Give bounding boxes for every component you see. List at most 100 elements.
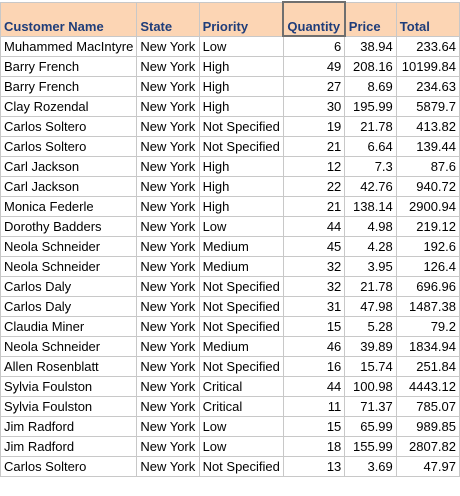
cell-total[interactable]: 413.82 bbox=[395, 116, 460, 137]
cell-quantity[interactable]: 15 bbox=[282, 316, 346, 337]
cell-total[interactable]: 79.2 bbox=[395, 316, 460, 337]
cell-customer-name[interactable]: Neola Schneider bbox=[0, 256, 138, 277]
cell-state[interactable]: New York bbox=[136, 176, 200, 197]
cell-state[interactable]: New York bbox=[136, 196, 200, 217]
cell-total[interactable]: 5879.7 bbox=[395, 96, 460, 117]
cell-priority[interactable]: Low bbox=[198, 416, 284, 437]
header-cell-state[interactable]: State bbox=[136, 1, 200, 37]
cell-state[interactable]: New York bbox=[136, 276, 200, 297]
cell-quantity[interactable]: 44 bbox=[282, 376, 346, 397]
cell-price[interactable]: 47.98 bbox=[344, 296, 397, 317]
cell-price[interactable]: 6.64 bbox=[344, 136, 397, 157]
cell-priority[interactable]: Low bbox=[198, 436, 284, 457]
cell-customer-name[interactable]: Barry French bbox=[0, 56, 138, 77]
cell-customer-name[interactable]: Sylvia Foulston bbox=[0, 376, 138, 397]
cell-total[interactable]: 2807.82 bbox=[395, 436, 460, 457]
cell-priority[interactable]: Not Specified bbox=[198, 136, 284, 157]
cell-customer-name[interactable]: Neola Schneider bbox=[0, 336, 138, 357]
cell-state[interactable]: New York bbox=[136, 456, 200, 477]
cell-priority[interactable]: Not Specified bbox=[198, 456, 284, 477]
cell-quantity[interactable]: 31 bbox=[282, 296, 346, 317]
cell-total[interactable]: 4443.12 bbox=[395, 376, 460, 397]
cell-state[interactable]: New York bbox=[136, 116, 200, 137]
cell-total[interactable]: 989.85 bbox=[395, 416, 460, 437]
cell-priority[interactable]: High bbox=[198, 156, 284, 177]
cell-priority[interactable]: Medium bbox=[198, 336, 284, 357]
cell-total[interactable]: 785.07 bbox=[395, 396, 460, 417]
cell-quantity[interactable]: 21 bbox=[282, 196, 346, 217]
cell-total[interactable]: 1834.94 bbox=[395, 336, 460, 357]
cell-price[interactable]: 3.69 bbox=[344, 456, 397, 477]
cell-total[interactable]: 2900.94 bbox=[395, 196, 460, 217]
cell-total[interactable]: 251.84 bbox=[395, 356, 460, 377]
cell-price[interactable]: 21.78 bbox=[344, 116, 397, 137]
cell-price[interactable]: 15.74 bbox=[344, 356, 397, 377]
cell-priority[interactable]: High bbox=[198, 176, 284, 197]
cell-price[interactable]: 5.28 bbox=[344, 316, 397, 337]
cell-price[interactable]: 100.98 bbox=[344, 376, 397, 397]
cell-priority[interactable]: Not Specified bbox=[198, 296, 284, 317]
cell-price[interactable]: 65.99 bbox=[344, 416, 397, 437]
cell-quantity[interactable]: 32 bbox=[282, 256, 346, 277]
cell-customer-name[interactable]: Carlos Daly bbox=[0, 296, 138, 317]
cell-priority[interactable]: Not Specified bbox=[198, 356, 284, 377]
cell-state[interactable]: New York bbox=[136, 56, 200, 77]
cell-state[interactable]: New York bbox=[136, 236, 200, 257]
cell-customer-name[interactable]: Barry French bbox=[0, 76, 138, 97]
cell-state[interactable]: New York bbox=[136, 35, 200, 57]
cell-quantity[interactable]: 16 bbox=[282, 356, 346, 377]
cell-customer-name[interactable]: Jim Radford bbox=[0, 436, 138, 457]
cell-customer-name[interactable]: Clay Rozendal bbox=[0, 96, 138, 117]
cell-quantity[interactable]: 30 bbox=[282, 96, 346, 117]
cell-quantity[interactable]: 12 bbox=[282, 156, 346, 177]
cell-state[interactable]: New York bbox=[136, 156, 200, 177]
cell-quantity[interactable]: 18 bbox=[282, 436, 346, 457]
cell-price[interactable]: 208.16 bbox=[344, 56, 397, 77]
cell-total[interactable]: 233.64 bbox=[395, 35, 460, 57]
cell-quantity[interactable]: 22 bbox=[282, 176, 346, 197]
cell-quantity[interactable]: 27 bbox=[282, 76, 346, 97]
cell-customer-name[interactable]: Carl Jackson bbox=[0, 176, 138, 197]
cell-price[interactable]: 138.14 bbox=[344, 196, 397, 217]
cell-customer-name[interactable]: Allen Rosenblatt bbox=[0, 356, 138, 377]
cell-price[interactable]: 4.28 bbox=[344, 236, 397, 257]
cell-total[interactable]: 126.4 bbox=[395, 256, 460, 277]
cell-price[interactable]: 39.89 bbox=[344, 336, 397, 357]
cell-priority[interactable]: High bbox=[198, 96, 284, 117]
cell-priority[interactable]: High bbox=[198, 196, 284, 217]
cell-customer-name[interactable]: Sylvia Foulston bbox=[0, 396, 138, 417]
cell-total[interactable]: 47.97 bbox=[395, 456, 460, 477]
cell-total[interactable]: 87.6 bbox=[395, 156, 460, 177]
cell-priority[interactable]: Not Specified bbox=[198, 276, 284, 297]
cell-quantity[interactable]: 49 bbox=[282, 56, 346, 77]
cell-total[interactable]: 139.44 bbox=[395, 136, 460, 157]
cell-customer-name[interactable]: Claudia Miner bbox=[0, 316, 138, 337]
cell-priority[interactable]: Medium bbox=[198, 256, 284, 277]
cell-customer-name[interactable]: Carl Jackson bbox=[0, 156, 138, 177]
cell-priority[interactable]: High bbox=[198, 76, 284, 97]
cell-priority[interactable]: Not Specified bbox=[198, 116, 284, 137]
cell-total[interactable]: 940.72 bbox=[395, 176, 460, 197]
cell-price[interactable]: 3.95 bbox=[344, 256, 397, 277]
cell-customer-name[interactable]: Dorothy Badders bbox=[0, 216, 138, 237]
cell-total[interactable]: 234.63 bbox=[395, 76, 460, 97]
cell-state[interactable]: New York bbox=[136, 356, 200, 377]
cell-quantity[interactable]: 46 bbox=[282, 336, 346, 357]
cell-price[interactable]: 4.98 bbox=[344, 216, 397, 237]
cell-state[interactable]: New York bbox=[136, 136, 200, 157]
header-cell-customer-name[interactable]: Customer Name bbox=[0, 1, 138, 37]
cell-priority[interactable]: Low bbox=[198, 35, 284, 57]
cell-priority[interactable]: Not Specified bbox=[198, 316, 284, 337]
cell-price[interactable]: 195.99 bbox=[344, 96, 397, 117]
cell-price[interactable]: 42.76 bbox=[344, 176, 397, 197]
cell-customer-name[interactable]: Monica Federle bbox=[0, 196, 138, 217]
cell-state[interactable]: New York bbox=[136, 296, 200, 317]
cell-state[interactable]: New York bbox=[136, 256, 200, 277]
cell-total[interactable]: 696.96 bbox=[395, 276, 460, 297]
cell-quantity[interactable]: 19 bbox=[282, 116, 346, 137]
cell-state[interactable]: New York bbox=[136, 216, 200, 237]
cell-priority[interactable]: Critical bbox=[198, 396, 284, 417]
cell-customer-name[interactable]: Muhammed MacIntyre bbox=[0, 35, 138, 57]
cell-price[interactable]: 21.78 bbox=[344, 276, 397, 297]
cell-quantity[interactable]: 21 bbox=[282, 136, 346, 157]
